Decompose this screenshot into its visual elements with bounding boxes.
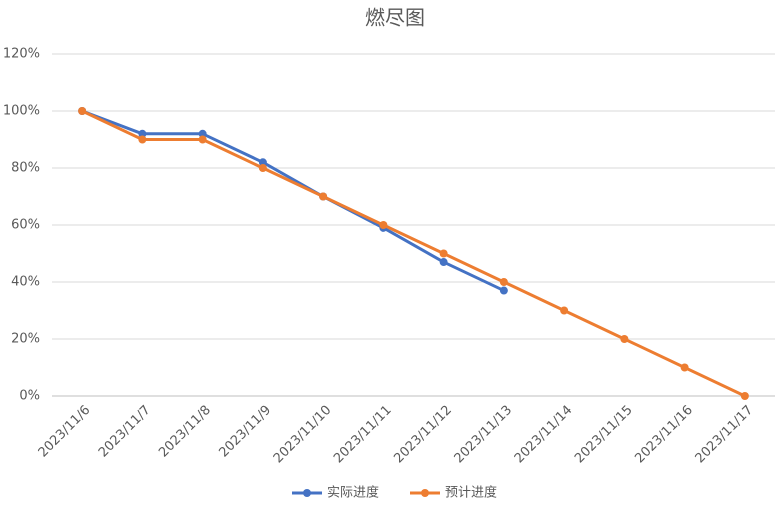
point <box>560 306 569 315</box>
y-tick-label: 60% <box>11 218 40 233</box>
series-line <box>81 109 505 292</box>
x-tick-label: 2023/11/9 <box>216 403 274 461</box>
point <box>78 107 87 115</box>
legend-label: 预计进度 <box>445 485 497 501</box>
x-tick-label: 2023/11/15 <box>572 403 636 467</box>
point <box>258 164 267 172</box>
x-tick-label: 2023/11/10 <box>271 403 335 467</box>
y-tick-label: 0% <box>19 389 40 404</box>
y-tick-label: 20% <box>11 332 40 347</box>
chart-title: 燃尽图 <box>365 6 425 30</box>
point <box>740 392 749 400</box>
point <box>198 129 207 138</box>
x-tick-label: 2023/11/16 <box>632 403 696 467</box>
x-tick-label: 2023/11/8 <box>156 403 214 461</box>
series-line <box>81 109 746 398</box>
point <box>138 135 147 144</box>
point <box>439 249 448 258</box>
y-tick-label: 80% <box>11 161 40 176</box>
x-tick-label: 2023/11/12 <box>391 403 455 467</box>
x-tick-label: 2023/11/11 <box>331 403 395 467</box>
legend-label: 实际进度 <box>327 485 379 501</box>
x-tick-label: 2023/11/13 <box>452 403 516 467</box>
legend-marker <box>303 489 311 497</box>
x-tick-label: 2023/11/14 <box>512 403 576 467</box>
point <box>198 135 207 144</box>
x-tick-label: 2023/11/6 <box>36 403 94 461</box>
point <box>258 158 267 167</box>
point <box>499 286 508 295</box>
point <box>439 258 448 267</box>
point <box>138 129 147 138</box>
point <box>319 192 328 201</box>
y-tick-label: 120% <box>3 47 40 62</box>
point <box>680 363 689 372</box>
x-tick-label: 2023/11/17 <box>693 403 757 467</box>
legend-marker <box>421 489 429 497</box>
y-tick-label: 40% <box>11 275 40 290</box>
point <box>499 278 508 286</box>
point <box>379 221 388 229</box>
x-tick-label: 2023/11/7 <box>96 403 154 461</box>
point <box>620 335 629 343</box>
y-tick-label: 100% <box>3 104 40 119</box>
